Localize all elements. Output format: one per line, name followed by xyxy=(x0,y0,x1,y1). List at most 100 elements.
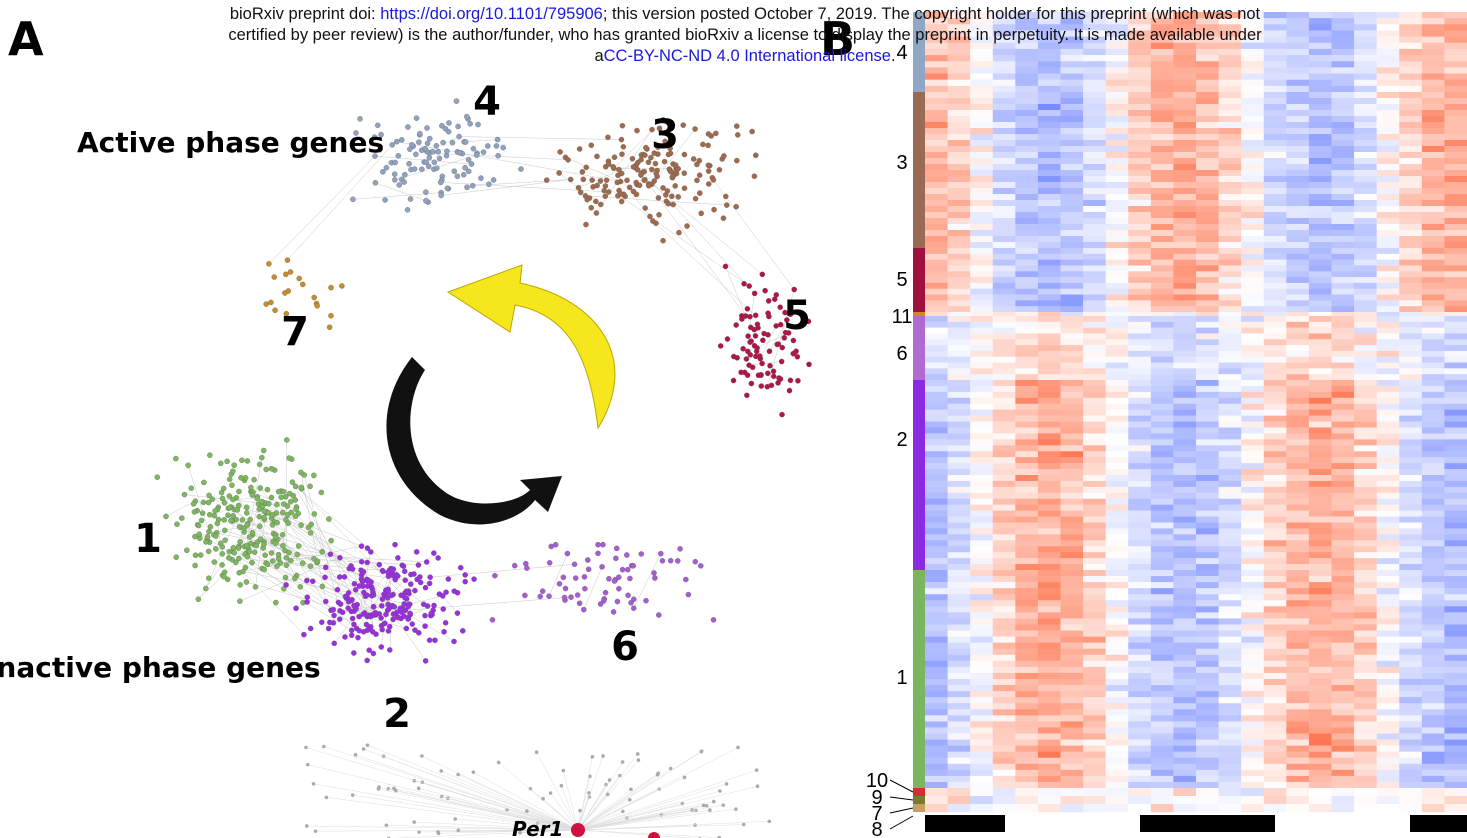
heat-cell xyxy=(1151,428,1174,434)
heat-cell xyxy=(1241,170,1264,176)
heat-cell xyxy=(948,277,971,283)
heat-cell xyxy=(1015,740,1038,746)
heat-cell xyxy=(1444,606,1467,612)
heat-cell xyxy=(1332,740,1355,746)
heat-cell xyxy=(1286,357,1309,363)
heat-cell xyxy=(1038,649,1061,655)
heat-cell xyxy=(925,685,948,691)
heat-cell xyxy=(1173,685,1196,691)
heat-cell xyxy=(1332,505,1355,511)
heat-cell xyxy=(1377,316,1400,322)
heat-cell xyxy=(1038,122,1061,128)
heat-cell xyxy=(1128,224,1151,230)
heat-cell xyxy=(1264,416,1287,422)
heat-cell xyxy=(948,528,971,534)
heat-cell xyxy=(1015,600,1038,606)
heat-cell xyxy=(948,194,971,200)
license-link[interactable]: CC-BY-NC-ND 4.0 International license xyxy=(604,47,891,65)
heat-cell xyxy=(1422,558,1445,564)
heat-cell xyxy=(948,404,971,410)
heat-cell xyxy=(1151,715,1174,721)
heat-cell xyxy=(1151,576,1174,582)
heat-cell xyxy=(1309,152,1332,158)
heat-cell xyxy=(993,158,1016,164)
heat-cell xyxy=(1151,236,1174,242)
heat-cell xyxy=(1015,517,1038,523)
node xyxy=(745,334,750,339)
heat-cell xyxy=(1264,170,1287,176)
heat-cell xyxy=(1219,146,1242,152)
heat-cell xyxy=(1173,618,1196,624)
heat-cell xyxy=(1444,333,1467,339)
heat-cell xyxy=(970,98,993,104)
heat-cell xyxy=(993,164,1016,170)
node xyxy=(612,155,617,160)
node xyxy=(418,580,423,585)
heat-cell xyxy=(1083,110,1106,116)
node xyxy=(787,388,792,393)
node xyxy=(594,154,599,159)
heat-cell xyxy=(1377,416,1400,422)
heat-cell xyxy=(993,67,1016,73)
node xyxy=(212,513,217,518)
heat-cell xyxy=(1444,667,1467,673)
heat-cell xyxy=(1264,612,1287,618)
heat-cell xyxy=(1241,140,1264,146)
heat-cell xyxy=(1219,300,1242,306)
heat-cell xyxy=(1422,422,1445,428)
heat-cell xyxy=(1173,357,1196,363)
heat-cell xyxy=(1332,804,1355,812)
heat-cell xyxy=(1286,685,1309,691)
heat-cell xyxy=(1128,416,1151,422)
heat-cell xyxy=(1444,328,1467,334)
node xyxy=(201,500,206,505)
heat-cell xyxy=(970,463,993,469)
heat-cell xyxy=(1128,194,1151,200)
heat-cell xyxy=(1309,463,1332,469)
heat-cell xyxy=(1286,164,1309,170)
heat-cell xyxy=(1061,134,1084,140)
heat-cell xyxy=(1399,224,1422,230)
heat-cell xyxy=(1377,230,1400,236)
heat-cell xyxy=(1422,606,1445,612)
node xyxy=(699,750,703,754)
heat-cell xyxy=(925,540,948,546)
header-text: certified by peer review) is the author/… xyxy=(60,25,1430,46)
node xyxy=(192,509,197,514)
heat-cell xyxy=(993,374,1016,380)
node xyxy=(432,160,437,165)
heat-cell xyxy=(993,558,1016,564)
heat-cell xyxy=(948,445,971,451)
heat-cell xyxy=(1286,368,1309,374)
heat-cell xyxy=(1354,631,1377,637)
heat-cell xyxy=(1083,289,1106,295)
heat-cell xyxy=(1264,188,1287,194)
heat-cell xyxy=(1354,439,1377,445)
node xyxy=(444,149,449,154)
heat-cell xyxy=(1083,230,1106,236)
heat-cell xyxy=(1106,764,1129,770)
heat-cell xyxy=(1151,368,1174,374)
heat-cell xyxy=(1173,564,1196,570)
heat-cell xyxy=(1377,618,1400,624)
doi-link[interactable]: https://doi.org/10.1101/795906 xyxy=(380,5,603,23)
heat-cell xyxy=(1106,80,1129,86)
heat-cell xyxy=(1286,152,1309,158)
heat-cell xyxy=(993,357,1016,363)
heat-cell xyxy=(1332,188,1355,194)
heat-cell xyxy=(1286,661,1309,667)
heat-cell xyxy=(970,182,993,188)
heat-cell xyxy=(1241,386,1264,392)
heat-cell xyxy=(1219,182,1242,188)
heat-cell xyxy=(1332,776,1355,782)
heat-cell xyxy=(948,534,971,540)
heat-cell xyxy=(1399,134,1422,140)
node xyxy=(308,564,313,569)
heat-cell xyxy=(1015,649,1038,655)
heat-cell xyxy=(1196,673,1219,679)
node xyxy=(322,575,327,580)
heat-cell xyxy=(1196,224,1219,230)
heat-cell xyxy=(1015,746,1038,752)
heat-cell xyxy=(1241,788,1264,796)
heat-cell xyxy=(1083,517,1106,523)
